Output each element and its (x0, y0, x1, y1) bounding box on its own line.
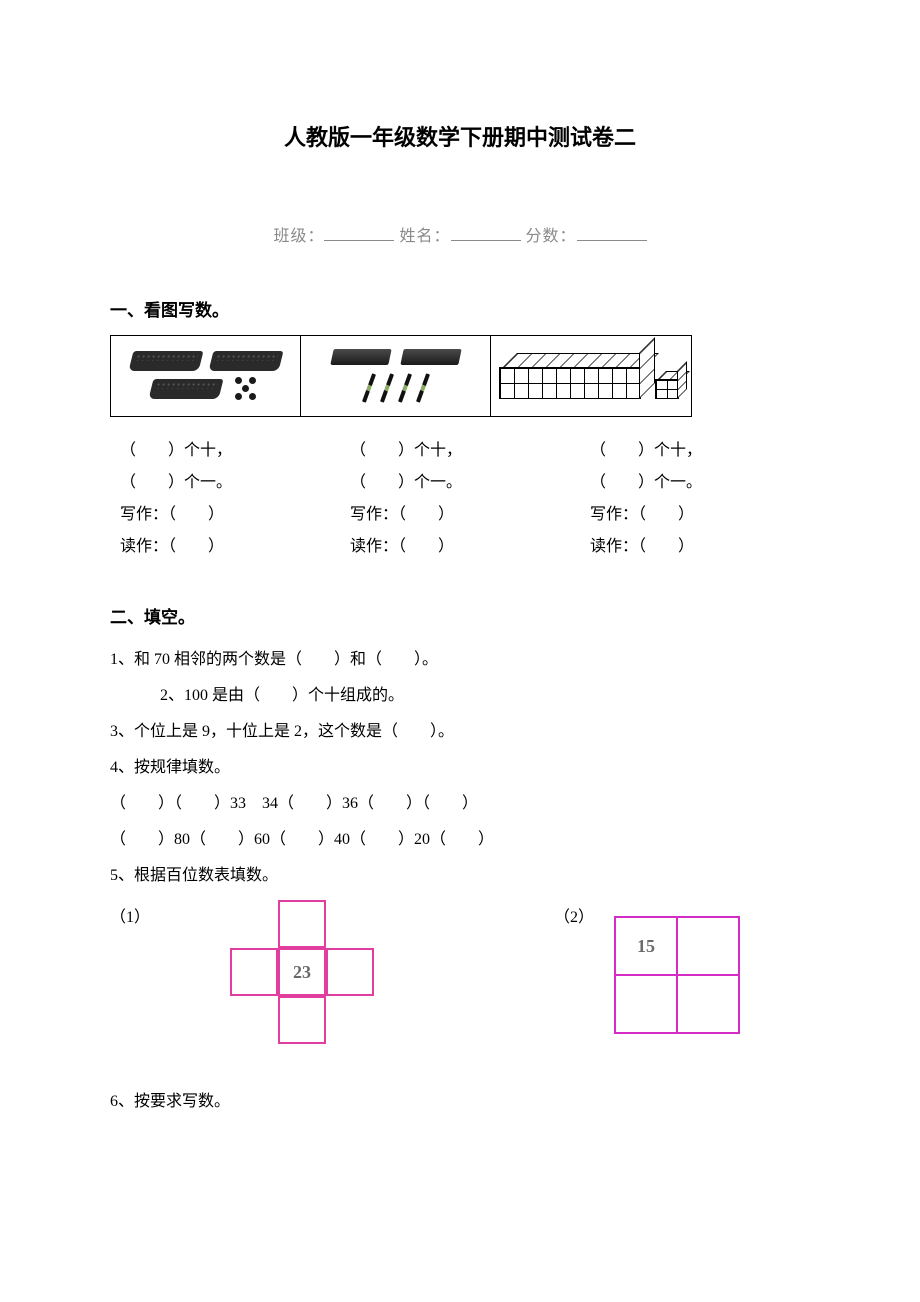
q2-item-1: 1、和 70 相邻的两个数是（ ）和（ ）。 (110, 642, 810, 678)
page-title: 人教版一年级数学下册期中测试卷二 (110, 120, 810, 152)
beads-icon (128, 351, 203, 371)
brush-icon (415, 373, 429, 403)
grid-cell-tl: 15 (614, 916, 678, 976)
q1-col-1: （ ）个十， （ ）个一。 写作：（ ） 读作：（ ） (110, 435, 340, 563)
q1-line: 写作：（ ） (120, 499, 340, 531)
q1-line: （ ）个一。 (120, 467, 340, 499)
q5-label-2: （2） (554, 900, 594, 936)
q5-grids-row: （1） 23 （2） 15 (110, 900, 810, 1044)
class-blank (324, 226, 394, 241)
grid-cell-bl (614, 974, 678, 1034)
q1-line: 读作：（ ） (120, 531, 340, 563)
section-2-head: 二、填空。 (110, 603, 810, 628)
grid-cell-right (326, 948, 374, 996)
q1-line: （ ）个一。 (350, 467, 570, 499)
grid-cell-top (278, 900, 326, 948)
q1-cell-3 (491, 336, 691, 416)
cuboid-icon (499, 353, 649, 399)
q1-line: （ ）个十， (120, 435, 340, 467)
q2-item-4b: （ ）80（ ）60（ ）40（ ）20（ ） (110, 822, 810, 858)
grid-cell-tr (676, 916, 740, 976)
q2-item-4: 4、按规律填数。 (110, 750, 810, 786)
dots-icon (231, 377, 261, 401)
q1-line: 读作：（ ） (350, 531, 570, 563)
name-blank (451, 226, 521, 241)
q2-item-3: 3、个位上是 9，十位上是 2，这个数是（ ）。 (110, 714, 810, 750)
grid-cell-bottom (278, 996, 326, 1044)
q1-answer-grid: （ ）个十， （ ）个一。 写作：（ ） 读作：（ ） （ ）个十， （ ）个一… (110, 435, 810, 563)
q1-line: （ ）个一。 (590, 467, 770, 499)
q1-line: （ ）个十， (350, 435, 570, 467)
q1-col-2: （ ）个十， （ ）个一。 写作：（ ） 读作：（ ） (340, 435, 570, 563)
q2-item-5: 5、根据百位数表填数。 (110, 858, 810, 894)
q1-col-3: （ ）个十， （ ）个一。 写作：（ ） 读作：（ ） (570, 435, 770, 563)
q1-line: 写作：（ ） (590, 499, 770, 531)
twobytwo-grid: 15 (614, 916, 742, 1036)
cross-grid: 23 (230, 900, 374, 1044)
q2-item-2: 2、100 是由（ ）个十组成的。 (110, 678, 810, 714)
section-2-body: 1、和 70 相邻的两个数是（ ）和（ ）。 2、100 是由（ ）个十组成的。… (110, 642, 810, 1120)
beads-icon (148, 379, 223, 399)
q1-cell-2 (301, 336, 491, 416)
q5-label-1: （1） (110, 900, 150, 936)
score-blank (577, 226, 647, 241)
q1-line: 写作：（ ） (350, 499, 570, 531)
q1-cell-1 (111, 336, 301, 416)
inkbox-icon (400, 349, 461, 365)
name-label: 姓名： (399, 228, 450, 245)
q1-line: （ ）个十， (590, 435, 770, 467)
document-page: 人教版一年级数学下册期中测试卷二 班级： 姓名： 分数： 一、看图写数。 (0, 0, 920, 1302)
brush-icon (397, 373, 411, 403)
brush-icon (361, 373, 375, 403)
q2-item-6: 6、按要求写数。 (110, 1084, 810, 1120)
beads-icon (208, 351, 283, 371)
q2-item-4a: （ ）（ ）33 34（ ）36（ ）（ ） (110, 786, 810, 822)
cube-icon (655, 371, 683, 399)
grid-cell-br (676, 974, 740, 1034)
inkbox-icon (330, 349, 391, 365)
student-info-line: 班级： 姓名： 分数： (110, 222, 810, 246)
score-label: 分数： (526, 228, 577, 245)
brush-icon (379, 373, 393, 403)
q1-line: 读作：（ ） (590, 531, 770, 563)
grid-cell-left (230, 948, 278, 996)
grid-cell-center: 23 (278, 948, 326, 996)
section-1-head: 一、看图写数。 (110, 296, 810, 321)
q1-image-row (110, 335, 692, 417)
class-label: 班级： (273, 228, 324, 245)
